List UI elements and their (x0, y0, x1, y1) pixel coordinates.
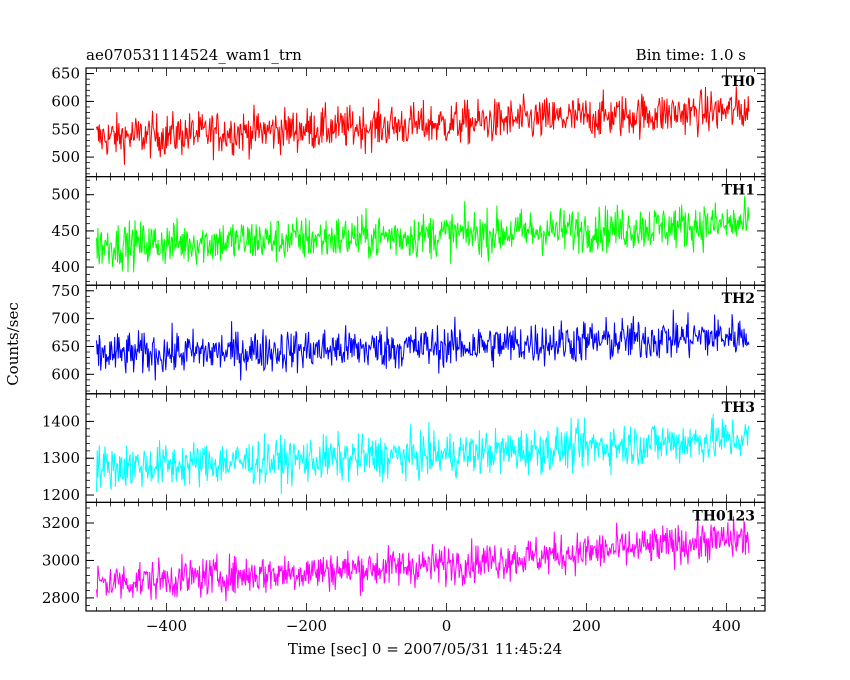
y-tick-label: 1300 (42, 449, 80, 467)
channel-label: TH1 (722, 183, 755, 199)
y-tick-label: 400 (51, 258, 80, 276)
chart-title: ae070531114524_wam1_trn (86, 46, 302, 64)
x-axis-label: Time [sec] 0 = 2007/05/31 11:45:24 (288, 640, 562, 658)
y-tick-label: 450 (51, 222, 80, 240)
panel-th0123: 2800 3000 3200 TH0123 (42, 501, 766, 612)
channel-label: TH0123 (692, 508, 755, 524)
bin-time-label: Bin time: 1.0 s (636, 46, 746, 64)
x-axis: −400 −200 0 200 400 (146, 617, 741, 635)
series-th2 (96, 309, 750, 381)
y-tick-label: 650 (51, 337, 80, 355)
y-tick-label: 700 (51, 310, 80, 328)
series-th1 (96, 196, 750, 273)
series-th0123 (96, 516, 750, 602)
x-tick-label: −200 (286, 617, 327, 635)
series-th0 (96, 86, 750, 165)
y-tick-label: 2800 (42, 589, 80, 607)
y-tick-label: 650 (51, 65, 80, 83)
panel-frame (85, 393, 766, 503)
panel-th1: 400 450 500 TH1 (51, 176, 766, 286)
y-tick-label: 3000 (42, 551, 80, 569)
channel-label: TH3 (722, 400, 755, 416)
y-tick-label: 1400 (42, 412, 80, 430)
panels: 500 550 600 650 TH0 400 450 500 TH1 600 650 700 750 T… (42, 65, 766, 612)
x-tick-label: 400 (712, 617, 741, 635)
channel-label: TH2 (722, 291, 755, 307)
y-tick-label: 600 (51, 365, 80, 383)
y-tick-label: 550 (51, 120, 80, 138)
y-tick-label: 500 (51, 148, 80, 166)
channel-label: TH0 (722, 74, 756, 90)
y-tick-label: 600 (51, 92, 80, 110)
x-tick-label: −400 (146, 617, 187, 635)
panel-th2: 600 650 700 750 TH2 (51, 282, 766, 395)
panel-th0: 500 550 600 650 TH0 (51, 65, 766, 178)
panel-th3: 1200 1300 1400 TH3 (42, 393, 766, 504)
series-th3 (96, 413, 750, 495)
y-tick-label: 500 (51, 186, 80, 204)
y-tick-label: 3200 (42, 514, 80, 532)
x-tick-label: 200 (572, 617, 601, 635)
y-tick-label: 1200 (42, 486, 80, 504)
y-tick-label: 750 (51, 282, 80, 300)
x-tick-label: 0 (442, 617, 452, 635)
panel-frame (85, 501, 766, 612)
y-axis-label: Counts/sec (4, 302, 22, 386)
